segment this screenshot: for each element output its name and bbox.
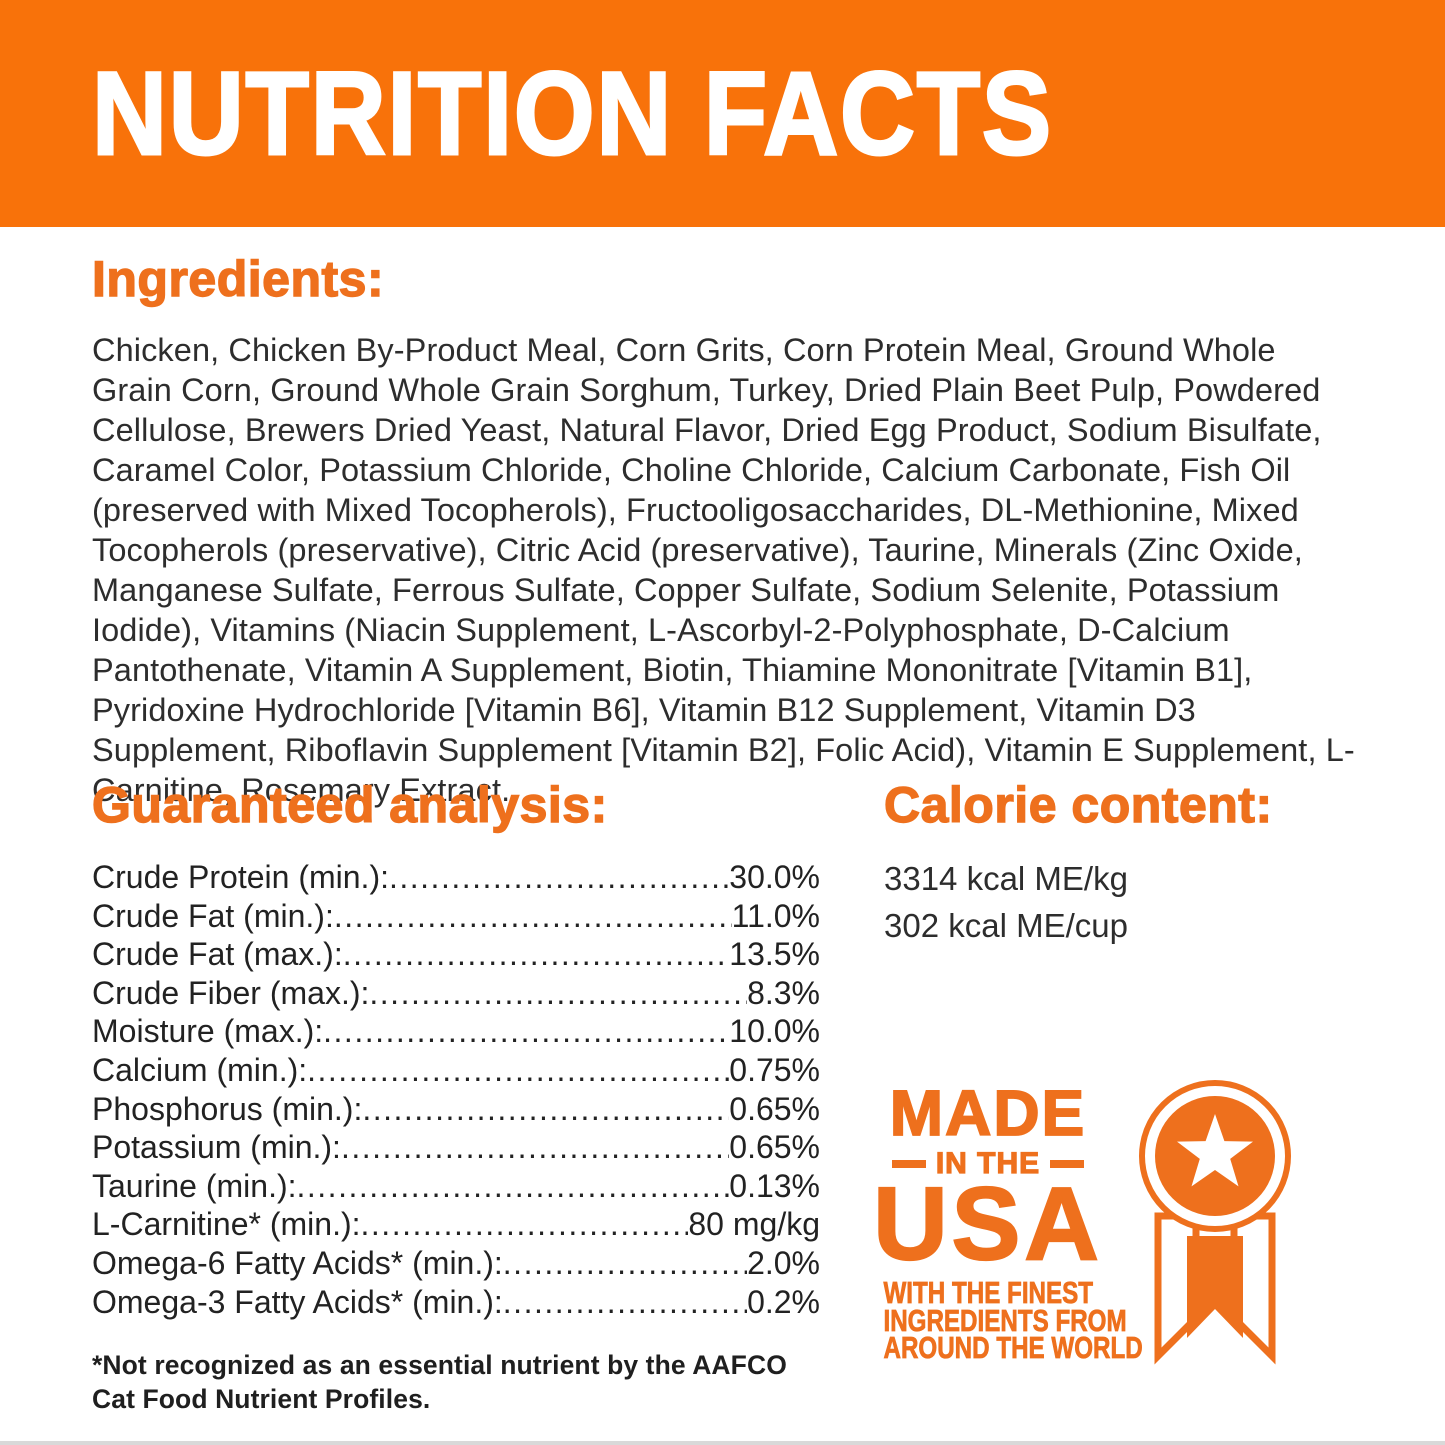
analysis-value: 30.0% <box>729 859 820 895</box>
analysis-row-l-carnitine: L-Carnitine* (min.): 80 mg/kg <box>92 1205 820 1244</box>
analysis-row-phosphorus: Phosphorus (min.): 0.65% <box>92 1090 820 1129</box>
analysis-row-calcium: Calcium (min.): 0.75% <box>92 1051 820 1090</box>
bottom-edge-strip <box>0 1441 1445 1445</box>
analysis-label: Potassium (min.): <box>92 1129 341 1166</box>
analysis-label: Crude Fiber (max.): <box>92 974 370 1011</box>
analysis-value: 11.0% <box>731 897 820 934</box>
analysis-label: Moisture (max.): <box>92 1013 324 1050</box>
made-in-usa-badge: MADE IN THE USA WITH THE FINEST INGREDIE… <box>854 1077 1143 1365</box>
analysis-row-crude-protein: Crude Protein (min.): 30.0% <box>92 858 820 897</box>
dotted-leader <box>389 858 729 897</box>
analysis-label: Crude Protein (min.): <box>92 859 389 895</box>
analysis-label: Crude Fat (min.): <box>92 897 334 934</box>
analysis-label: Phosphorus (min.): <box>92 1090 363 1127</box>
dotted-leader <box>343 935 730 974</box>
dotted-leader <box>323 1012 729 1051</box>
guaranteed-analysis-list: Crude Protein (min.): 30.0% Crude Fat (mi… <box>92 858 820 1321</box>
usa-badge-in-the-row: IN THE <box>854 1146 1122 1181</box>
analysis-row-crude-fat-min: Crude Fat (min.): 11.0% <box>92 897 820 936</box>
dotted-leader <box>503 1244 747 1283</box>
header-banner: NUTRITION FACTS <box>0 0 1445 227</box>
usa-badge-in-the: IN THE <box>935 1146 1041 1180</box>
dash-right <box>1050 1160 1085 1168</box>
dotted-leader <box>297 1167 730 1206</box>
analysis-label: Calcium (min.): <box>92 1051 308 1088</box>
dotted-leader <box>503 1283 747 1322</box>
award-ribbon-star-icon <box>1139 1080 1291 1365</box>
analysis-value: 0.2% <box>747 1283 820 1320</box>
analysis-row-omega-3: Omega-3 Fatty Acids* (min.): 0.2% <box>92 1283 820 1322</box>
usa-badge-subtext: WITH THE FINEST INGREDIENTS FROM AROUND … <box>854 1275 1143 1365</box>
guaranteed-analysis-heading: Guaranteed analysis: <box>91 776 608 833</box>
calorie-content-values: 3314 kcal ME/kg 302 kcal ME/cup <box>884 855 1128 949</box>
usa-badge-sub3: AROUND THE WORLD <box>883 1330 1143 1365</box>
usa-badge-sub1: WITH THE FINEST <box>883 1275 1094 1310</box>
analysis-value: 2.0% <box>747 1244 820 1281</box>
dotted-leader <box>307 1051 729 1090</box>
footnote: *Not recognized as an essential nutrient… <box>92 1350 787 1414</box>
analysis-label: Taurine (min.): <box>92 1167 297 1204</box>
analysis-value: 80 mg/kg <box>688 1206 820 1243</box>
analysis-value: 0.65% <box>729 1090 820 1127</box>
dotted-leader <box>341 1128 729 1167</box>
analysis-row-crude-fat-max: Crude Fat (max.): 13.5% <box>92 935 820 974</box>
analysis-value: 0.13% <box>729 1167 820 1204</box>
ingredients-text: Chicken, Chicken By-Product Meal, Corn G… <box>92 332 1355 808</box>
dash-left <box>891 1160 926 1168</box>
calorie-content-heading: Calorie content: <box>883 776 1273 833</box>
ingredients-heading: Ingredients: <box>91 250 385 307</box>
analysis-value: 8.3% <box>747 974 820 1011</box>
analysis-row-moisture: Moisture (max.): 10.0% <box>92 1012 820 1051</box>
analysis-value: 0.65% <box>729 1129 820 1166</box>
usa-badge-usa: USA <box>872 1166 1103 1281</box>
usa-badge-made: MADE <box>889 1077 1087 1149</box>
usa-badge-sub2: INGREDIENTS FROM <box>883 1302 1127 1338</box>
calorie-per-cup: 302 kcal ME/cup <box>884 907 1128 944</box>
analysis-value: 13.5% <box>729 936 820 973</box>
page-title: NUTRITION FACTS <box>91 46 1053 181</box>
dotted-leader <box>362 1090 729 1129</box>
analysis-row-taurine: Taurine (min.): 0.13% <box>92 1167 820 1206</box>
dotted-leader <box>369 974 747 1013</box>
analysis-row-omega-6: Omega-6 Fatty Acids* (min.): 2.0% <box>92 1244 820 1283</box>
analysis-label: L-Carnitine* (min.): <box>92 1206 361 1243</box>
analysis-label: Crude Fat (max.): <box>92 936 343 973</box>
analysis-label: Omega-6 Fatty Acids* (min.): <box>92 1244 503 1281</box>
analysis-label: Omega-3 Fatty Acids* (min.): <box>92 1283 503 1320</box>
calorie-per-kg: 3314 kcal ME/kg <box>884 860 1128 897</box>
analysis-value: 0.75% <box>729 1051 820 1088</box>
dotted-leader <box>361 1205 689 1244</box>
analysis-row-potassium: Potassium (min.): 0.65% <box>92 1128 820 1167</box>
analysis-value: 10.0% <box>729 1013 820 1050</box>
dotted-leader <box>334 897 732 936</box>
analysis-row-crude-fiber: Crude Fiber (max.): 8.3% <box>92 974 820 1013</box>
